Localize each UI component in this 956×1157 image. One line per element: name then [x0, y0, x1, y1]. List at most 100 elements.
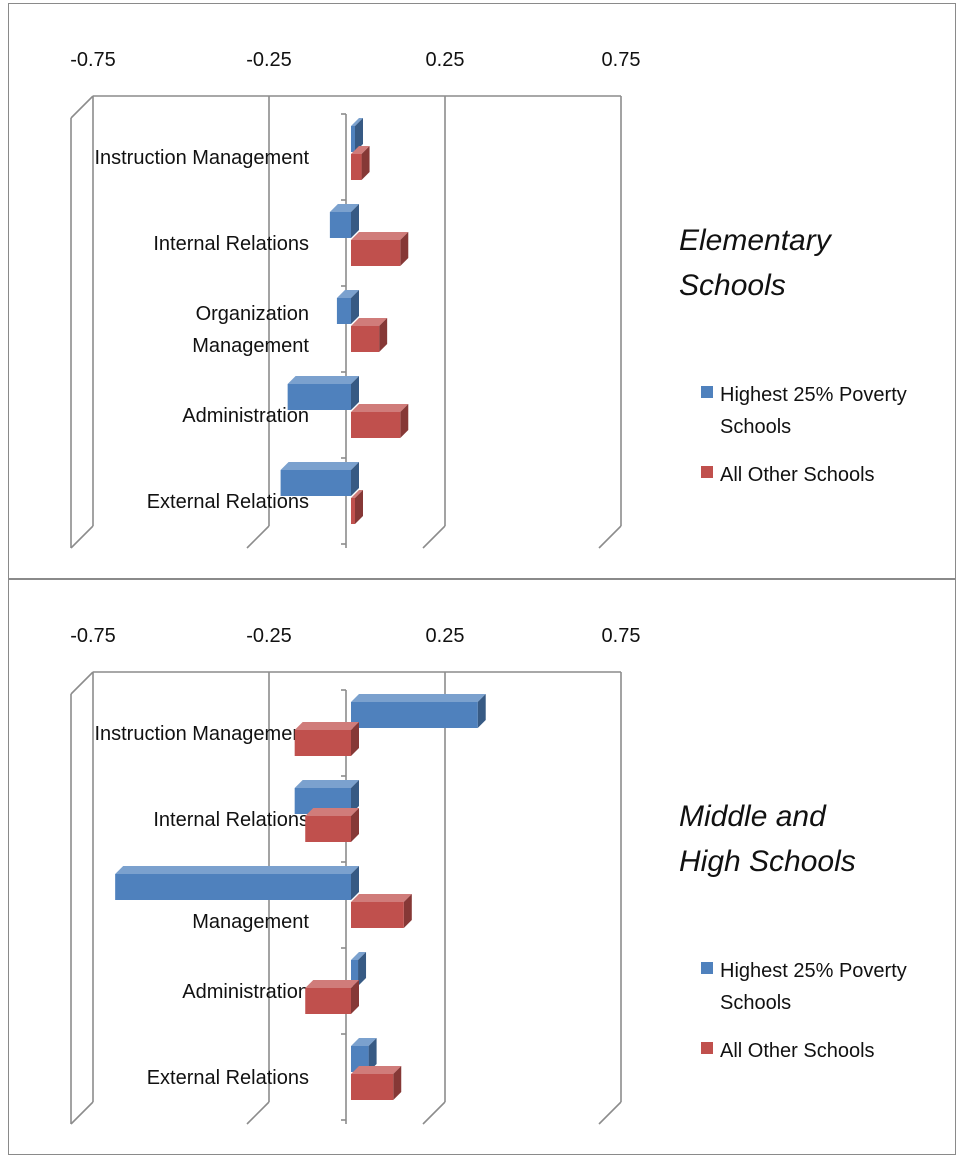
legend: Highest 25% Poverty Schools All Other Scho… — [701, 960, 907, 1062]
bar-top-face — [351, 694, 486, 702]
bar-front-face — [351, 154, 362, 180]
gridline-floor — [246, 1101, 270, 1125]
legend-label: Schools — [720, 416, 791, 438]
bar-side-face — [351, 204, 359, 238]
x-tick-label: -0.75 — [70, 49, 116, 71]
legend-label: Highest 25% Poverty — [720, 384, 907, 406]
bar-highest-25-poverty-schools — [287, 376, 359, 410]
bar-top-face — [351, 318, 388, 326]
bar-all-other-schools — [351, 146, 370, 180]
bar-side-face — [403, 894, 412, 928]
bar-highest-25-poverty-schools — [336, 290, 359, 324]
bar-all-other-schools — [351, 894, 412, 928]
legend-label: All Other Schools — [720, 464, 875, 486]
bar-front-face — [329, 212, 351, 238]
gridline-floor — [246, 525, 270, 549]
bar-top-face — [351, 894, 412, 902]
bar-front-face — [351, 1046, 369, 1072]
bar-highest-25-poverty-schools — [351, 118, 363, 152]
bar-top-face — [351, 118, 363, 126]
bar-side-face — [361, 146, 370, 180]
category-label: Internal Relations — [153, 233, 309, 255]
x-tick-label: -0.25 — [246, 49, 292, 71]
bar-all-other-schools — [351, 1066, 402, 1100]
bar-all-other-schools — [351, 404, 409, 438]
bar-top-face — [351, 404, 409, 412]
category-label: External Relations — [147, 1067, 309, 1089]
bar-top-face — [115, 866, 359, 874]
bar-side-face — [351, 722, 359, 756]
chart-title: Schools — [679, 269, 786, 302]
bar-all-other-schools — [294, 722, 359, 756]
bar-side-face — [351, 980, 359, 1014]
elementary-schools-chart: -0.75 -0.25 0.25 0.75 Instruction Management… — [8, 3, 956, 579]
gridlines — [70, 671, 622, 1125]
legend-label: Highest 25% Poverty — [720, 960, 907, 982]
bar-highest-25-poverty-schools — [351, 694, 486, 728]
bar-top-face — [351, 232, 409, 240]
legend: Highest 25% Poverty Schools All Other Scho… — [701, 384, 907, 486]
bars — [115, 694, 486, 1100]
x-tick-label: -0.75 — [70, 625, 116, 647]
bar-front-face — [294, 730, 351, 756]
bar-top-face — [336, 290, 359, 298]
bar-front-face — [351, 960, 359, 986]
bar-top-face — [351, 146, 370, 154]
category-label: Management — [192, 335, 309, 357]
bar-front-face — [280, 470, 351, 496]
bar-side-face — [393, 1066, 402, 1100]
bar-top-face — [329, 204, 359, 212]
bar-top-face — [287, 376, 359, 384]
category-label: Administration — [182, 405, 309, 427]
legend-label: Schools — [720, 992, 791, 1014]
x-tick-label: 0.25 — [426, 49, 465, 71]
bar-side-face — [351, 462, 359, 496]
bar-side-face — [400, 404, 409, 438]
bar-top-face — [305, 808, 359, 816]
legend-swatch — [701, 962, 713, 974]
bar-highest-25-poverty-schools — [351, 1038, 377, 1072]
elementary-chart-svg: -0.75 -0.25 0.25 0.75 Instruction Management… — [70, 49, 907, 549]
bar-side-face — [355, 490, 363, 524]
gridlines — [70, 95, 622, 549]
bar-side-face — [368, 1038, 377, 1072]
gridline-floor — [70, 525, 94, 549]
bar-side-face — [379, 318, 388, 352]
bar-all-other-schools — [305, 808, 359, 842]
chart-title: Middle and — [679, 800, 827, 833]
bar-top-face — [351, 490, 363, 498]
bar-front-face — [336, 298, 351, 324]
gridline-floor — [422, 525, 446, 549]
bar-all-other-schools — [305, 980, 359, 1014]
category-label: External Relations — [147, 491, 309, 513]
wall-edge — [70, 671, 94, 695]
bar-front-face — [351, 326, 380, 352]
x-tick-label: 0.75 — [602, 625, 641, 647]
bar-front-face — [351, 1074, 394, 1100]
x-tick-label: 0.25 — [426, 625, 465, 647]
bar-side-face — [351, 808, 359, 842]
bar-front-face — [351, 902, 404, 928]
gridline-floor — [598, 525, 622, 549]
bar-front-face — [351, 702, 478, 728]
category-label: Administration — [182, 981, 309, 1003]
bar-side-face — [351, 866, 359, 900]
bar-all-other-schools — [351, 318, 388, 352]
gridline-floor — [598, 1101, 622, 1125]
bar-front-face — [351, 498, 355, 524]
bar-top-face — [351, 1038, 377, 1046]
category-label: Management — [192, 911, 309, 933]
bar-front-face — [351, 240, 401, 266]
x-tick-label: -0.25 — [246, 625, 292, 647]
bar-top-face — [305, 980, 359, 988]
bar-side-face — [351, 376, 359, 410]
chart-title: High Schools — [679, 845, 856, 878]
bar-highest-25-poverty-schools — [280, 462, 359, 496]
legend-swatch — [701, 466, 713, 478]
category-label: Internal Relations — [153, 809, 309, 831]
legend-label: All Other Schools — [720, 1040, 875, 1062]
bar-side-face — [355, 118, 363, 152]
bar-front-face — [287, 384, 351, 410]
bar-front-face — [351, 126, 355, 152]
bar-top-face — [351, 1066, 402, 1074]
